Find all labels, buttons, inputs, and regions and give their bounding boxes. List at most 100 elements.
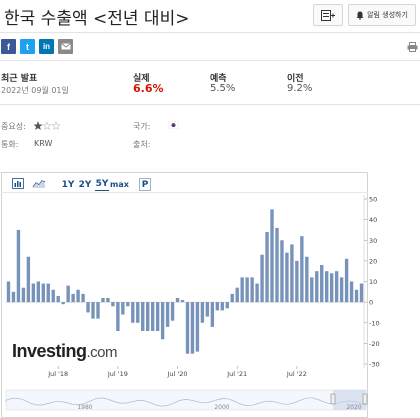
bar[interactable]: [285, 252, 289, 303]
bar[interactable]: [220, 302, 224, 311]
bar[interactable]: [290, 244, 294, 303]
bar[interactable]: [71, 293, 75, 303]
bar[interactable]: [215, 302, 220, 311]
bar[interactable]: [155, 302, 160, 332]
bar[interactable]: [31, 283, 36, 303]
bar[interactable]: [121, 302, 125, 315]
bar[interactable]: [275, 227, 279, 303]
bar[interactable]: [26, 256, 31, 303]
share-divider: [0, 60, 420, 61]
bar-chart-icon[interactable]: [12, 178, 24, 189]
bar[interactable]: [56, 295, 60, 303]
bar[interactable]: [160, 302, 165, 340]
bar[interactable]: [325, 271, 329, 303]
bar[interactable]: [349, 281, 354, 303]
source-label: 출처:: [133, 140, 151, 149]
bar[interactable]: [250, 277, 254, 303]
bar[interactable]: [270, 209, 274, 303]
bar[interactable]: [315, 271, 319, 303]
range-1y-button[interactable]: 1Y: [61, 179, 75, 190]
y-tick-label: 20: [369, 257, 377, 265]
bar[interactable]: [51, 289, 55, 303]
navigator-selection[interactable]: [333, 390, 366, 410]
bar[interactable]: [106, 298, 110, 303]
bar[interactable]: [280, 240, 284, 303]
bookmark-add-button[interactable]: [313, 4, 343, 26]
bar[interactable]: [165, 302, 170, 327]
facebook-share-button[interactable]: f: [1, 39, 16, 54]
bar[interactable]: [126, 302, 130, 307]
bar[interactable]: [101, 298, 105, 303]
bar[interactable]: [170, 302, 175, 321]
bar[interactable]: [21, 287, 26, 303]
bar[interactable]: [190, 302, 195, 354]
bar[interactable]: [46, 283, 50, 303]
bar[interactable]: [300, 236, 304, 303]
bar[interactable]: [225, 302, 229, 309]
importance-stars: [34, 121, 61, 130]
bar[interactable]: [344, 258, 349, 303]
bar[interactable]: [116, 302, 120, 332]
bar[interactable]: [310, 277, 314, 303]
bar[interactable]: [180, 300, 185, 303]
south-korea-flag-icon: [168, 121, 179, 129]
print-icon[interactable]: [407, 42, 418, 52]
email-share-button[interactable]: [58, 39, 73, 54]
bar[interactable]: [81, 293, 85, 303]
bar[interactable]: [76, 289, 80, 303]
bar[interactable]: [36, 281, 41, 303]
line-chart-icon[interactable]: [32, 178, 46, 189]
bar[interactable]: [150, 302, 155, 332]
facebook-icon: f: [7, 41, 10, 52]
bar[interactable]: [66, 285, 70, 303]
bar[interactable]: [260, 254, 264, 303]
bar[interactable]: [136, 302, 140, 323]
twitter-share-button[interactable]: t: [20, 39, 35, 54]
navigator-handle[interactable]: [330, 393, 336, 405]
bar[interactable]: [240, 277, 244, 303]
bar[interactable]: [11, 291, 16, 303]
navigator-handle[interactable]: [362, 393, 368, 405]
bar[interactable]: [61, 302, 65, 305]
range-max-button[interactable]: max: [110, 180, 129, 189]
bar[interactable]: [96, 302, 100, 319]
bar[interactable]: [141, 302, 145, 332]
bar[interactable]: [86, 302, 90, 313]
bar[interactable]: [185, 302, 190, 354]
bar[interactable]: [255, 283, 259, 303]
bar[interactable]: [339, 277, 344, 303]
p-toggle-button[interactable]: P: [139, 178, 151, 191]
bar[interactable]: [175, 298, 180, 303]
bar[interactable]: [6, 281, 11, 303]
range-5y-button[interactable]: 5Y: [95, 179, 109, 191]
create-alert-button[interactable]: 알림 생성하기: [348, 4, 416, 26]
bar[interactable]: [91, 302, 95, 319]
bar[interactable]: [41, 283, 45, 303]
bar[interactable]: [354, 289, 359, 303]
bar[interactable]: [146, 302, 150, 332]
bar[interactable]: [230, 293, 234, 303]
bar[interactable]: [111, 302, 115, 307]
range-2y-button[interactable]: 2Y: [78, 179, 92, 190]
bar[interactable]: [334, 271, 339, 303]
bar[interactable]: [295, 260, 299, 303]
bar[interactable]: [205, 302, 210, 317]
bar[interactable]: [320, 265, 324, 303]
bar[interactable]: [235, 287, 239, 303]
linkedin-share-button[interactable]: in: [39, 39, 54, 54]
bar[interactable]: [329, 273, 334, 303]
bookmark-add-icon: [321, 9, 335, 21]
bar[interactable]: [245, 277, 249, 303]
bar[interactable]: [265, 232, 269, 303]
bar[interactable]: [131, 302, 135, 323]
navigator-track[interactable]: [5, 389, 367, 411]
bar[interactable]: [305, 256, 309, 303]
bar[interactable]: [195, 302, 200, 352]
bar[interactable]: [359, 283, 364, 303]
twitter-icon: t: [26, 41, 29, 52]
bar[interactable]: [200, 302, 205, 323]
y-tick-label: -20: [369, 340, 380, 348]
bar[interactable]: [16, 229, 21, 303]
bar[interactable]: [210, 302, 215, 327]
y-tick-label: 40: [369, 216, 377, 224]
